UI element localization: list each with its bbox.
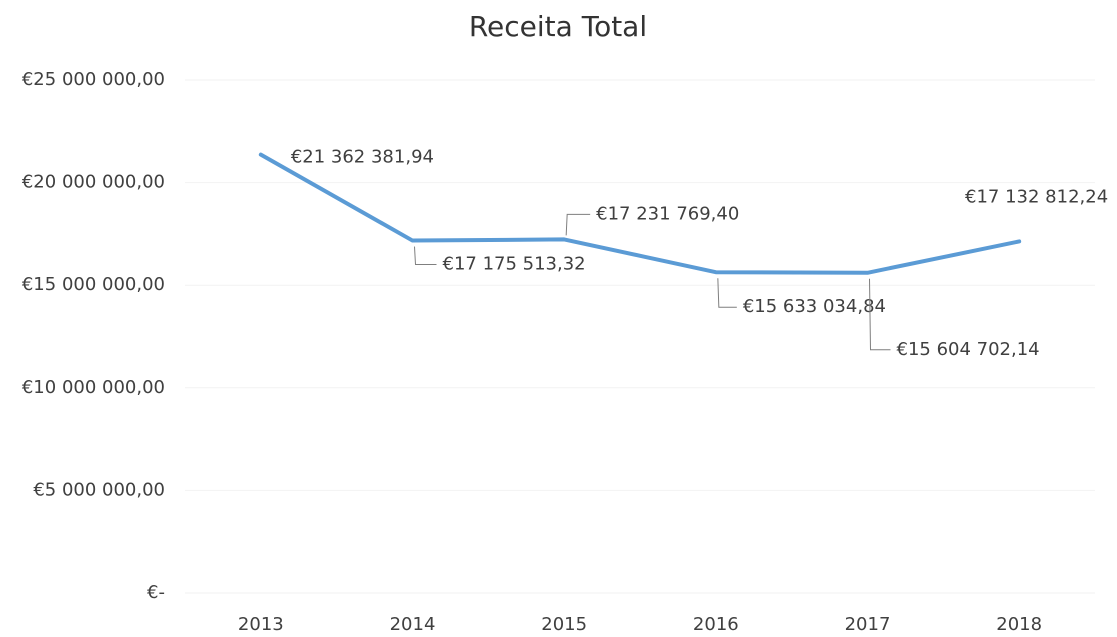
x-tick-label: 2018 xyxy=(996,614,1042,635)
data-label: €15 633 034,84 xyxy=(743,296,886,317)
x-tick-label: 2014 xyxy=(390,614,436,635)
line xyxy=(258,152,1022,275)
data-label: €17 132 812,24 xyxy=(965,186,1108,207)
x-tick-label: 2015 xyxy=(541,614,587,635)
y-tick-label: €10 000 000,00 xyxy=(22,377,165,398)
data-label: €17 175 513,32 xyxy=(443,254,586,275)
y-tick-label: €15 000 000,00 xyxy=(22,274,165,295)
y-tick-label: €- xyxy=(147,582,165,603)
leader-line xyxy=(414,246,437,266)
leader-line xyxy=(565,213,591,236)
x-tick-label: 2016 xyxy=(693,614,739,635)
chart-title: Receita Total xyxy=(469,10,647,43)
data-label: €21 362 381,94 xyxy=(291,147,434,168)
x-tick-label: 2013 xyxy=(238,614,284,635)
leader-line xyxy=(869,278,891,351)
y-tick-label: €20 000 000,00 xyxy=(22,172,165,193)
leader-line xyxy=(717,278,737,308)
y-tick-label: €5 000 000,00 xyxy=(33,479,165,500)
data-label: €17 231 769,40 xyxy=(596,203,739,224)
data-label: €15 604 702,14 xyxy=(897,339,1040,360)
y-tick-label: €25 000 000,00 xyxy=(22,69,165,90)
x-tick-label: 2017 xyxy=(845,614,891,635)
